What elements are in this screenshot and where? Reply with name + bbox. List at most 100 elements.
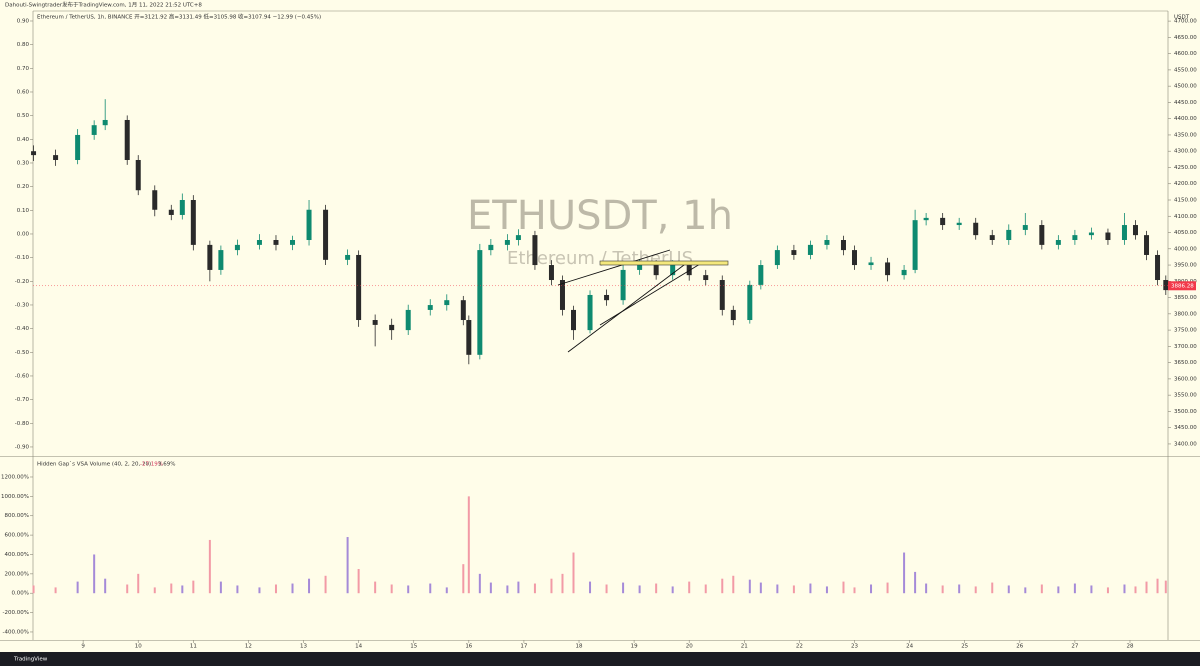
y-tick-label: 4050.00 [1174, 230, 1197, 236]
zone-box [599, 260, 729, 266]
volume-bar [776, 584, 779, 594]
candle-body [956, 222, 962, 226]
volume-bar [374, 581, 377, 594]
candle-body [1022, 225, 1028, 230]
volume-bar [732, 575, 735, 594]
y-tick-label: 4550.00 [1174, 67, 1197, 73]
volume-y-tick-label: 1200.00% [1, 474, 29, 480]
y2-tick-label: 0.00 [17, 231, 30, 237]
y-tick-label: 3700.00 [1174, 344, 1197, 350]
candle-body [730, 309, 736, 321]
y2-tick-label: -0.70 [15, 397, 30, 403]
candle-body [179, 199, 185, 215]
y-tick-label: 3750.00 [1174, 328, 1197, 334]
volume-bar [561, 573, 564, 594]
x-tick-label: 19 [631, 644, 638, 650]
candle-body [940, 217, 946, 226]
volume-bar [274, 584, 277, 594]
volume-bar [1024, 587, 1027, 594]
volume-bar [533, 583, 536, 594]
volume-bar [208, 539, 211, 594]
candle-body [477, 250, 483, 355]
volume-bar [219, 581, 222, 594]
plot: 4700.00 4650.00 4600.00 4550.00 4500.00 4450.… [1, 18, 1197, 649]
volume-bar [870, 584, 873, 594]
volume-bar [903, 552, 906, 594]
volume-bar [1123, 584, 1126, 594]
candle-body [1055, 240, 1061, 245]
volume-bar [76, 581, 79, 594]
volume-bar [489, 582, 492, 594]
y-tick-label: 4300.00 [1174, 149, 1197, 155]
volume-bar [181, 585, 184, 594]
candle-body [135, 159, 141, 191]
candle-body [912, 220, 918, 270]
volume-bar [1007, 585, 1010, 594]
candle-body [190, 199, 196, 245]
volume-bar [925, 583, 928, 594]
candle-body [323, 209, 329, 260]
candle-body [532, 235, 538, 266]
volume-y-tick-label: 0.00% [12, 591, 29, 597]
volume-bar [32, 585, 35, 594]
candle-body [444, 300, 450, 306]
candle-body [306, 209, 312, 241]
candle-body [885, 262, 891, 276]
volume-bar [357, 569, 360, 594]
candle-body [1006, 229, 1012, 241]
footer-bar [0, 652, 1200, 666]
volume-bar [407, 585, 410, 594]
y-tick-label: 3850.00 [1174, 295, 1197, 301]
candle-body [290, 240, 296, 245]
volume-bar [974, 586, 977, 594]
volume-bar [1164, 580, 1167, 594]
last-price-label: 3886.28 [1171, 283, 1194, 289]
volume-bar [1145, 581, 1148, 594]
candle-body [747, 284, 753, 321]
candle-body [571, 309, 577, 331]
candle-body [758, 265, 764, 285]
candle-body [460, 300, 466, 321]
y2-tick-label: -0.50 [15, 350, 30, 356]
volume-y-tick-label: 600.00% [5, 533, 29, 539]
y-tick-label: 4450.00 [1174, 100, 1197, 106]
candle-body [91, 125, 97, 135]
candle-body [345, 254, 351, 260]
candle-body [807, 244, 813, 255]
candle-body [1132, 225, 1138, 236]
y-tick-label: 4150.00 [1174, 197, 1197, 203]
volume-bar [506, 585, 509, 594]
y-tick-label: 4250.00 [1174, 165, 1197, 171]
candle-body [973, 222, 979, 236]
y2-tick-label: -0.20 [15, 279, 30, 285]
candle-body [1155, 254, 1161, 281]
y-tick-label: 4000.00 [1174, 246, 1197, 252]
volume-bar [170, 583, 173, 594]
volume-bar [104, 578, 107, 594]
volume-bar [550, 578, 553, 594]
x-tick-label: 22 [796, 644, 803, 650]
trend-line [557, 249, 671, 286]
currency-label: USDT [1174, 15, 1190, 21]
candle-body [824, 240, 830, 245]
y-tick-label: 4100.00 [1174, 214, 1197, 220]
volume-bar [759, 582, 762, 594]
candle-body [1163, 280, 1169, 291]
volume-bar [792, 585, 795, 594]
volume-bar [825, 586, 828, 594]
y-tick-label: 3550.00 [1174, 393, 1197, 399]
volume-bar [622, 582, 625, 594]
candle-body [989, 235, 995, 241]
candle-body [273, 240, 279, 245]
volume-bar [467, 496, 470, 594]
candle-body [1072, 235, 1078, 241]
candle-body [256, 240, 262, 245]
y2-tick-label: -0.40 [15, 326, 30, 332]
candle-body [604, 294, 610, 301]
candle-body [1121, 225, 1127, 241]
volume-bar [655, 583, 658, 594]
x-tick-label: 15 [410, 644, 417, 650]
candle-body [1144, 235, 1150, 255]
candle-body [719, 280, 725, 310]
candle-body [1039, 225, 1045, 245]
